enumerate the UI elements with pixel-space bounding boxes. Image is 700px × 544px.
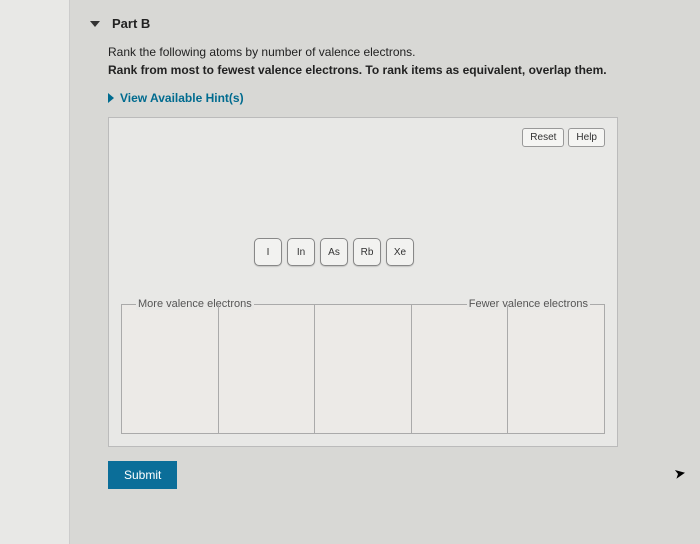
caret-right-icon bbox=[108, 93, 114, 103]
rank-column[interactable] bbox=[315, 305, 412, 433]
view-hints-link[interactable]: View Available Hint(s) bbox=[108, 91, 670, 105]
tile-rb[interactable]: Rb bbox=[353, 238, 381, 266]
part-header: Part B bbox=[90, 10, 670, 45]
rank-column[interactable] bbox=[508, 305, 604, 433]
rank-column[interactable] bbox=[219, 305, 316, 433]
tile-as[interactable]: As bbox=[320, 238, 348, 266]
tile-i[interactable]: I bbox=[254, 238, 282, 266]
tile-xe[interactable]: Xe bbox=[386, 238, 414, 266]
reset-button[interactable]: Reset bbox=[522, 128, 564, 147]
question-text-2: Rank from most to fewest valence electro… bbox=[108, 63, 670, 77]
main-content: Part B Rank the following atoms by numbe… bbox=[80, 0, 690, 499]
draggable-tiles-row: I In As Rb Xe bbox=[254, 238, 414, 266]
rank-column[interactable] bbox=[412, 305, 509, 433]
question-text-1: Rank the following atoms by number of va… bbox=[108, 45, 670, 59]
submit-button[interactable]: Submit bbox=[108, 461, 177, 489]
part-title: Part B bbox=[112, 16, 150, 31]
help-button[interactable]: Help bbox=[568, 128, 605, 147]
ranking-workspace: Reset Help I In As Rb Xe More valence el… bbox=[108, 117, 618, 447]
rank-drop-area[interactable]: More valence electrons Fewer valence ele… bbox=[121, 304, 605, 434]
hints-label: View Available Hint(s) bbox=[120, 91, 244, 105]
collapse-caret-icon[interactable] bbox=[90, 21, 100, 27]
tile-in[interactable]: In bbox=[287, 238, 315, 266]
question-block: Rank the following atoms by number of va… bbox=[90, 45, 670, 489]
left-sidebar bbox=[0, 0, 70, 544]
workspace-controls: Reset Help bbox=[522, 128, 605, 147]
rank-column[interactable] bbox=[122, 305, 219, 433]
